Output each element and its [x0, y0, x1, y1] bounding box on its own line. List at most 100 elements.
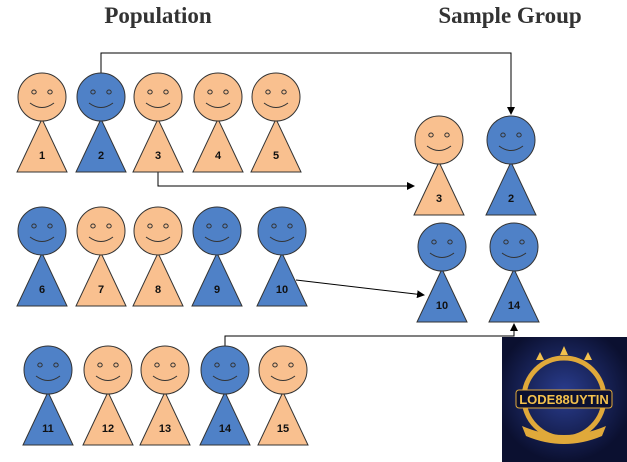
arrow: [100, 52, 515, 115]
person-label: 1: [39, 150, 45, 162]
person-label: 15: [277, 423, 289, 435]
eye: [97, 362, 103, 368]
person: 14: [488, 222, 540, 323]
body: [22, 390, 74, 446]
person: 2: [75, 72, 127, 173]
person: 4: [192, 72, 244, 173]
person-label: 7: [98, 284, 104, 296]
eye: [31, 89, 37, 95]
mouth: [212, 375, 238, 381]
body: [413, 160, 465, 216]
head: [133, 72, 183, 122]
mouth: [29, 102, 55, 108]
person-label: 3: [436, 193, 442, 205]
eye: [53, 362, 59, 368]
mouth: [35, 375, 61, 381]
head: [489, 222, 539, 272]
head: [258, 345, 308, 395]
mouth: [88, 236, 114, 242]
sample-title: Sample Group: [438, 3, 581, 28]
logo: LODE88UYTIN: [502, 337, 627, 462]
person-label: 8: [155, 284, 161, 296]
head: [133, 206, 183, 256]
mouth: [429, 252, 455, 258]
eye: [37, 362, 43, 368]
eye: [147, 223, 153, 229]
person-label: 10: [436, 300, 448, 312]
mouth: [205, 102, 231, 108]
eye: [147, 89, 153, 95]
eye: [207, 89, 213, 95]
eye: [519, 239, 525, 245]
mouth: [501, 252, 527, 258]
body: [488, 267, 540, 323]
eye: [500, 132, 506, 138]
mouth: [498, 145, 524, 151]
eye: [428, 132, 434, 138]
mouth: [145, 236, 171, 242]
mouth: [270, 375, 296, 381]
body: [132, 251, 184, 307]
head: [76, 206, 126, 256]
mouth: [204, 236, 230, 242]
person: 11: [22, 345, 74, 446]
head: [200, 345, 250, 395]
person: 15: [257, 345, 309, 446]
eye: [47, 89, 53, 95]
eye: [214, 362, 220, 368]
person-label: 11: [42, 423, 54, 435]
person: 13: [139, 345, 191, 446]
eye: [447, 239, 453, 245]
arrow: [157, 172, 415, 190]
person-label: 5: [273, 150, 279, 162]
person: 10: [256, 206, 308, 307]
person: 10: [416, 222, 468, 323]
eye: [163, 89, 169, 95]
eye: [444, 132, 450, 138]
eye: [265, 89, 271, 95]
head: [17, 206, 67, 256]
head: [193, 72, 243, 122]
body: [199, 390, 251, 446]
head: [17, 72, 67, 122]
eye: [90, 89, 96, 95]
eye: [223, 89, 229, 95]
person-label: 12: [102, 423, 114, 435]
person-label: 14: [508, 300, 521, 312]
head: [83, 345, 133, 395]
eye: [106, 89, 112, 95]
body: [16, 117, 68, 173]
eye: [272, 362, 278, 368]
eye: [90, 223, 96, 229]
eye: [222, 223, 228, 229]
body: [192, 117, 244, 173]
body: [139, 390, 191, 446]
eye: [503, 239, 509, 245]
mouth: [145, 102, 171, 108]
person-label: 6: [39, 284, 45, 296]
body: [485, 160, 537, 216]
eye: [31, 223, 37, 229]
mouth: [95, 375, 121, 381]
eye: [113, 362, 119, 368]
body: [75, 117, 127, 173]
eye: [106, 223, 112, 229]
person: 3: [132, 72, 184, 173]
body: [191, 251, 243, 307]
mouth: [269, 236, 295, 242]
eye: [288, 362, 294, 368]
eye: [163, 223, 169, 229]
person: 14: [199, 345, 251, 446]
mouth: [152, 375, 178, 381]
person: 12: [82, 345, 134, 446]
body: [256, 251, 308, 307]
eye: [271, 223, 277, 229]
person-label: 10: [276, 284, 288, 296]
eye: [431, 239, 437, 245]
mouth: [263, 102, 289, 108]
logo-ribbon: [522, 426, 606, 444]
head: [23, 345, 73, 395]
head: [414, 115, 464, 165]
